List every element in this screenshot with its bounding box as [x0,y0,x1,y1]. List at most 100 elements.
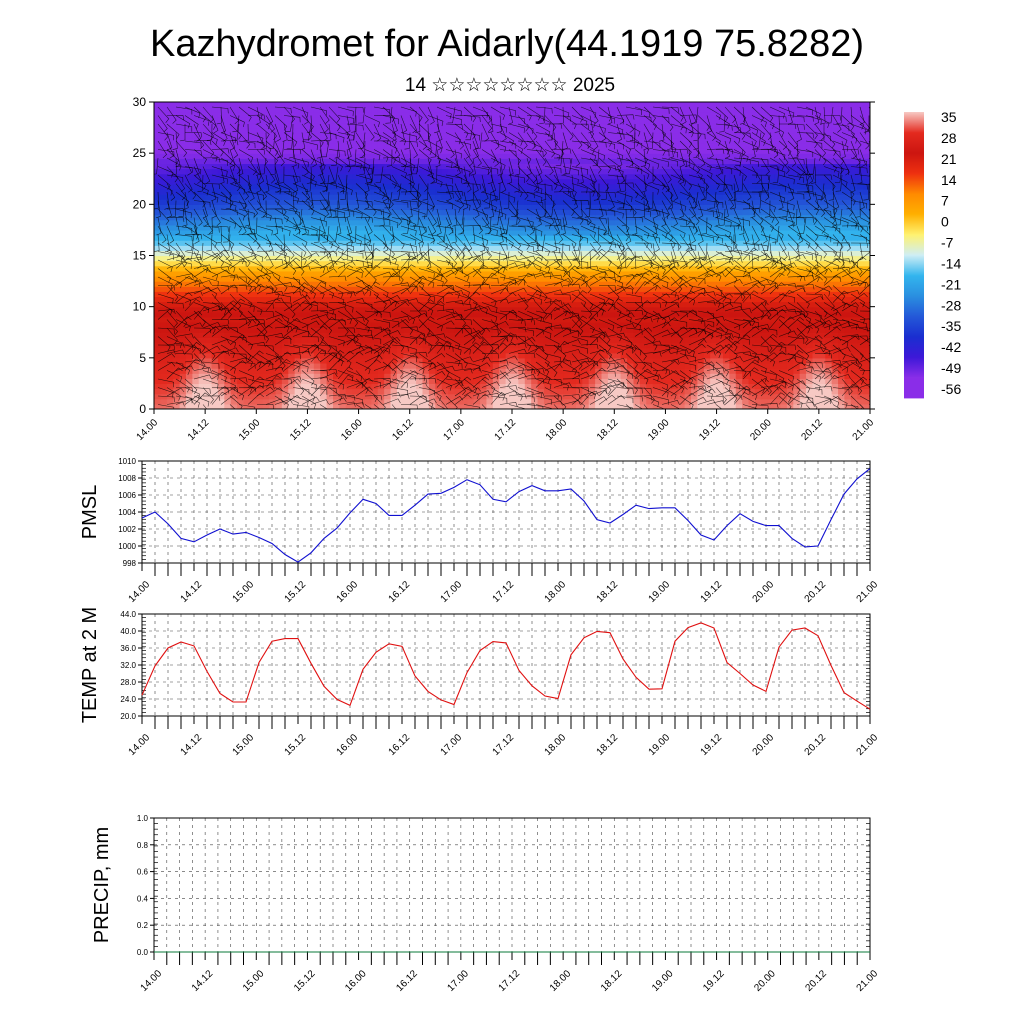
heatmap-cell [639,316,647,323]
heatmap-cell [716,301,724,308]
heatmap-cell [486,403,494,409]
heatmap-cell [205,311,213,318]
heatmap-cell [863,362,870,369]
heatmap-cell [857,286,865,292]
heatmap-cell [767,352,775,359]
heatmap-cell [352,260,360,267]
heatmap-cell [339,311,347,318]
heatmap-cell [722,352,730,359]
heatmap-cell [754,378,762,385]
heatmap-cell [633,327,641,333]
heatmap-cell [154,178,161,185]
heatmap-cell [716,296,724,303]
heatmap-cell [735,373,743,379]
heatmap-cell [371,275,379,282]
heatmap-cell [563,311,571,318]
heatmap-cell [825,194,833,200]
heatmap-cell [492,352,500,359]
heatmap-cell [154,219,161,226]
heatmap-cell [505,296,513,303]
heatmap-cell [166,291,174,298]
heatmap-cell [729,245,737,251]
heatmap-cell [531,219,539,226]
heatmap-cell [659,393,667,400]
heatmap-cell [556,250,564,257]
heatmap-cell [333,194,340,200]
heatmap-cell [512,362,519,369]
heatmap-cell [857,388,865,395]
heatmap-cell [224,357,232,364]
heatmap-cell [588,398,596,405]
heatmap-cell [352,270,360,277]
heatmap-cell [703,357,711,364]
heatmap-cell [767,270,775,277]
heatmap-cell [486,393,494,400]
heatmap-cell [754,352,762,359]
heatmap-cell [230,373,238,379]
heatmap-cell [588,265,596,272]
heatmap-cell [588,270,596,277]
heatmap-cell [614,332,622,338]
heatmap-cell [563,403,571,409]
heatmap-cell [761,306,769,313]
heatmap-cell [825,378,833,385]
heatmap-cell [313,327,321,333]
heatmap-cell [269,368,277,374]
heatmap-cell [639,332,647,338]
heatmap-cell [339,322,347,328]
heatmap-cell [818,286,826,292]
heatmap-cell [633,373,641,379]
heatmap-cell [364,281,372,287]
heatmap-cell [806,265,814,272]
heatmap-cell [345,383,353,390]
heatmap-cell [601,204,609,211]
heatmap-cell [812,270,820,277]
heatmap-cell [639,327,647,333]
heatmap-cell [588,275,596,282]
heatmap-cell [780,347,788,354]
heatmap-cell [825,322,833,328]
heatmap-cell [729,337,737,344]
heatmap-cell [614,311,622,318]
heatmap-cell [563,235,571,241]
heatmap-cell [691,362,698,369]
heatmap-cell [671,286,679,292]
heatmap-cell [691,373,698,379]
heatmap-cell [646,403,654,409]
heatmap-cell [275,388,283,395]
heatmap-cell [166,255,174,262]
heatmap-cell [780,250,788,257]
heatmap-cell [537,260,545,267]
heatmap-cell [671,296,679,303]
heatmap-cell [703,322,711,328]
heatmap-cell [844,403,852,409]
heatmap-cell [307,403,315,409]
heatmap-cell [735,342,743,349]
heatmap-cell [486,245,494,251]
heatmap-cell [416,388,424,395]
heatmap-cell [556,383,564,390]
heatmap-cell [154,265,161,272]
heatmap-cell [601,403,609,409]
heatmap-cell [607,311,615,318]
heatmap-cell [729,378,737,385]
heatmap-cell [818,270,826,277]
heatmap-cell [396,327,404,333]
heatmap-cell [185,275,193,282]
heatmap-cell [192,275,200,282]
heatmap-cell [575,383,583,390]
heatmap-cell [806,342,814,349]
heatmap-cell [352,219,360,226]
heatmap-cell [179,388,187,395]
heatmap-cell [326,342,334,349]
heatmap-cell [838,301,846,308]
heatmap-cell [710,383,718,390]
heatmap-cell [460,275,468,282]
heatmap-cell [518,281,526,287]
heatmap-cell [812,393,820,400]
heatmap-cell [627,183,635,190]
heatmap-cell [710,281,718,287]
heatmap-cell [281,322,289,328]
heatmap-cell [217,306,225,313]
heatmap-cell [403,337,411,344]
